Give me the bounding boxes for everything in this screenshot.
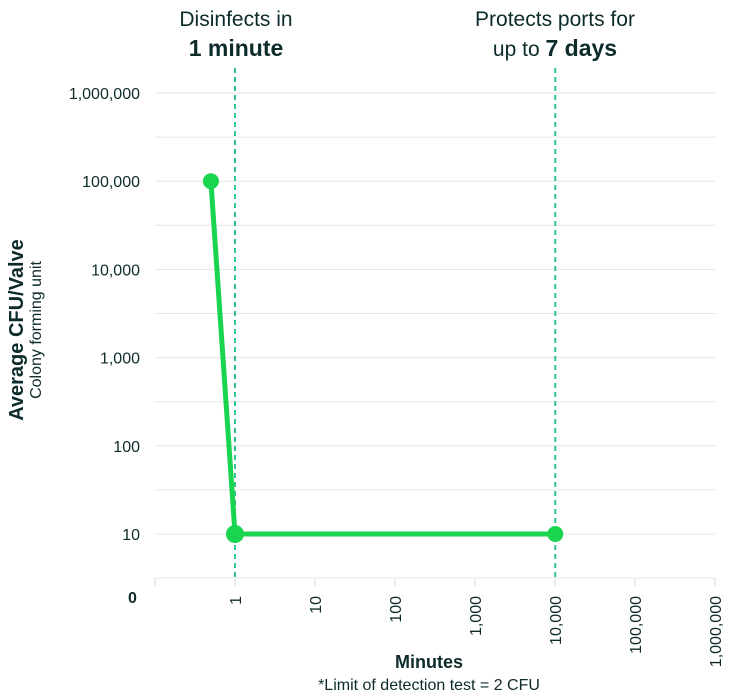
x-tick-label: 100: [388, 596, 405, 623]
annotation-disinfects-text: Disinfects in: [179, 8, 293, 31]
footnote: *Limit of detection test = 2 CFU: [318, 677, 540, 694]
y-tick-label: 10,000: [91, 262, 140, 279]
y-tick-label: 1,000: [100, 351, 140, 368]
x-tick-label: 1,000,000: [708, 596, 725, 667]
y-tick-label: 1,000,000: [69, 86, 140, 103]
x-tick-label: 1,000: [468, 596, 485, 636]
y-tick-label: 10: [122, 527, 140, 544]
x-axis-title: Minutes: [394, 652, 463, 672]
annotation-protects-text: Protects ports for: [475, 8, 635, 31]
x-tick-label: 100,000: [628, 596, 645, 654]
data-point: [226, 525, 244, 543]
annotation-disinfects: Disinfects in 1 minute: [136, 6, 336, 64]
x-tick-label: 1: [228, 596, 245, 605]
annotation-disinfects-bold: 1 minute: [188, 35, 284, 61]
x-tick-label: 10,000: [548, 596, 565, 645]
data-point: [202, 173, 219, 190]
annotation-protects-prefix: up to: [492, 38, 546, 61]
annotation-protects: Protects ports for up to 7 days: [440, 6, 670, 64]
y-axis-title: Average CFU/Valve: [6, 239, 28, 421]
data-point: [547, 526, 564, 542]
origin-zero-label: 0: [128, 590, 137, 607]
y-axis-subtitle: Colony forming unit: [28, 261, 45, 399]
y-tick-label: 100,000: [82, 174, 140, 191]
annotation-protects-bold: 7 days: [545, 35, 618, 61]
x-tick-label: 10: [308, 596, 325, 614]
y-tick-label: 100: [113, 439, 140, 456]
